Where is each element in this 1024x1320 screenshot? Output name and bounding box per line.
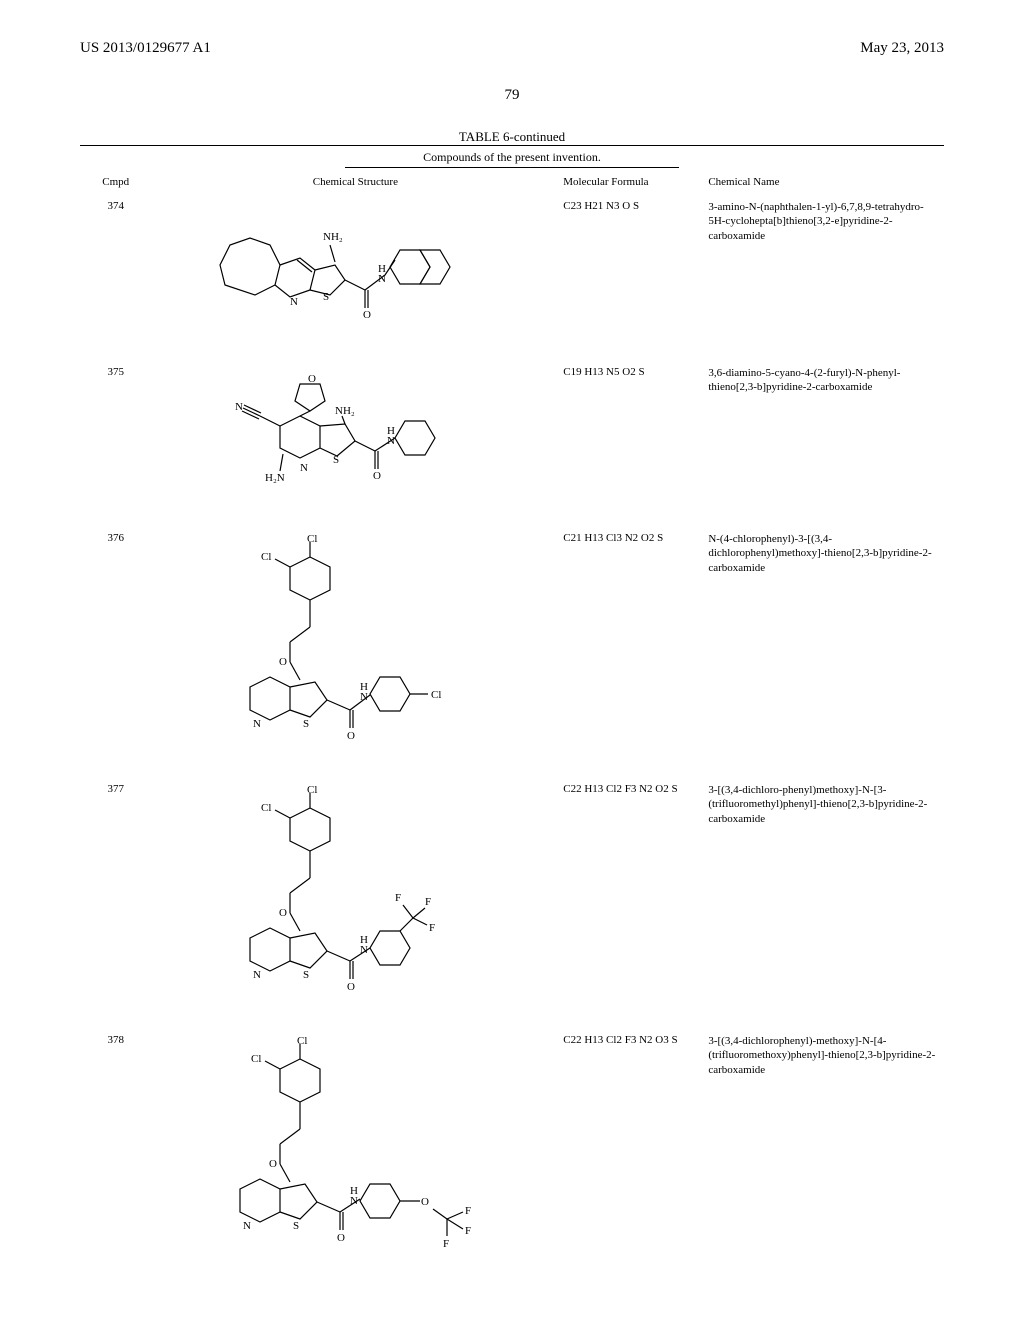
table-subtitle: Compounds of the present invention. [0, 150, 1024, 165]
col-header-structure: Chemical Structure [151, 168, 559, 192]
svg-text:O: O [421, 1196, 429, 1208]
cmpd-number: 375 [80, 358, 151, 524]
table-row: 375 [80, 358, 944, 524]
cmpd-number: 377 [80, 775, 151, 1026]
svg-text:Cl: Cl [261, 551, 271, 563]
svg-text:N: N [300, 462, 308, 474]
svg-text:N: N [253, 718, 261, 730]
svg-text:S: S [333, 454, 339, 466]
chemical-name: 3-[(3,4-dichlorophenyl)-methoxy]-N-[4-(t… [704, 1026, 944, 1277]
cmpd-number: 378 [80, 1026, 151, 1277]
svg-text:N: N [243, 1220, 251, 1232]
svg-text:N: N [360, 944, 368, 956]
molecular-formula: C19 H13 N5 O2 S [559, 358, 704, 524]
table-row: 376 [80, 524, 944, 775]
svg-text:O: O [347, 730, 355, 742]
svg-text:Cl: Cl [261, 802, 271, 814]
molecular-formula: C22 H13 Cl2 F3 N2 O3 S [559, 1026, 704, 1277]
svg-text:N: N [360, 691, 368, 703]
col-header-name: Chemical Name [704, 168, 944, 192]
svg-text:H₂N: H₂N [265, 472, 285, 484]
svg-text:Cl: Cl [307, 784, 317, 796]
compounds-table: Cmpd Chemical Structure Molecular Formul… [80, 168, 944, 1277]
structure-icon: Cl Cl O H N F F F N S O [195, 783, 515, 1008]
chemical-structure: O NH₂ N H₂N N S H N O [151, 358, 559, 524]
svg-text:F: F [443, 1238, 449, 1250]
molecular-formula: C21 H13 Cl3 N2 O2 S [559, 524, 704, 775]
structure-icon: O NH₂ N H₂N N S H N O [205, 366, 505, 496]
svg-text:O: O [373, 470, 381, 482]
publication-number: US 2013/0129677 A1 [80, 40, 211, 57]
publication-date: May 23, 2013 [860, 40, 944, 57]
svg-text:S: S [323, 291, 329, 303]
structure-icon: NH₂ H N N S O [205, 200, 505, 330]
chemical-name: 3,6-diamino-5-cyano-4-(2-furyl)-N-phenyl… [704, 358, 944, 524]
svg-text:O: O [269, 1158, 277, 1170]
svg-text:O: O [347, 981, 355, 993]
svg-text:N: N [290, 296, 298, 308]
table-row: 377 [80, 775, 944, 1026]
svg-text:O: O [279, 907, 287, 919]
svg-text:N: N [378, 273, 386, 285]
cmpd-number: 374 [80, 192, 151, 358]
svg-text:Cl: Cl [251, 1053, 261, 1065]
svg-text:O: O [308, 373, 316, 385]
table-row: 374 [80, 192, 944, 358]
svg-text:Cl: Cl [431, 689, 441, 701]
table-header-row: Cmpd Chemical Structure Molecular Formul… [80, 168, 944, 192]
svg-text:N: N [350, 1195, 358, 1207]
svg-text:S: S [303, 718, 309, 730]
svg-text:N: N [235, 401, 243, 413]
page-header: US 2013/0129677 A1 May 23, 2013 [0, 0, 1024, 57]
chemical-structure: Cl Cl O H N F F F N S O [151, 775, 559, 1026]
svg-text:O: O [363, 309, 371, 321]
molecular-formula: C23 H21 N3 O S [559, 192, 704, 358]
svg-text:F: F [465, 1205, 471, 1217]
table-top-rule [80, 145, 944, 146]
svg-text:F: F [395, 892, 401, 904]
svg-text:NH₂: NH₂ [323, 231, 343, 243]
svg-text:O: O [337, 1232, 345, 1244]
svg-text:S: S [293, 1220, 299, 1232]
svg-text:NH₂: NH₂ [335, 405, 355, 417]
svg-text:Cl: Cl [297, 1035, 307, 1047]
svg-text:N: N [253, 969, 261, 981]
svg-text:N: N [387, 435, 395, 447]
chemical-name: N-(4-chlorophenyl)-3-[(3,4-dichloropheny… [704, 524, 944, 775]
chemical-structure: Cl Cl O H N O F F F N S O [151, 1026, 559, 1277]
svg-text:Cl: Cl [307, 533, 317, 545]
structure-icon: Cl Cl O H N O F F F N S O [185, 1034, 525, 1259]
svg-text:F: F [425, 896, 431, 908]
table-row: 378 [80, 1026, 944, 1277]
structure-icon: Cl Cl O H N Cl N S O [195, 532, 515, 757]
molecular-formula: C22 H13 Cl2 F3 N2 O2 S [559, 775, 704, 1026]
cmpd-number: 376 [80, 524, 151, 775]
svg-text:F: F [429, 922, 435, 934]
svg-text:F: F [465, 1225, 471, 1237]
table-title: TABLE 6-continued [0, 129, 1024, 145]
chemical-name: 3-amino-N-(naphthalen-1-yl)-6,7,8,9-tetr… [704, 192, 944, 358]
col-header-formula: Molecular Formula [559, 168, 704, 192]
chemical-structure: Cl Cl O H N Cl N S O [151, 524, 559, 775]
page-number: 79 [0, 87, 1024, 104]
col-header-cmpd: Cmpd [80, 168, 151, 192]
svg-text:S: S [303, 969, 309, 981]
chemical-name: 3-[(3,4-dichloro-phenyl)methoxy]-N-[3-(t… [704, 775, 944, 1026]
svg-text:O: O [279, 656, 287, 668]
chemical-structure: NH₂ H N N S O [151, 192, 559, 358]
